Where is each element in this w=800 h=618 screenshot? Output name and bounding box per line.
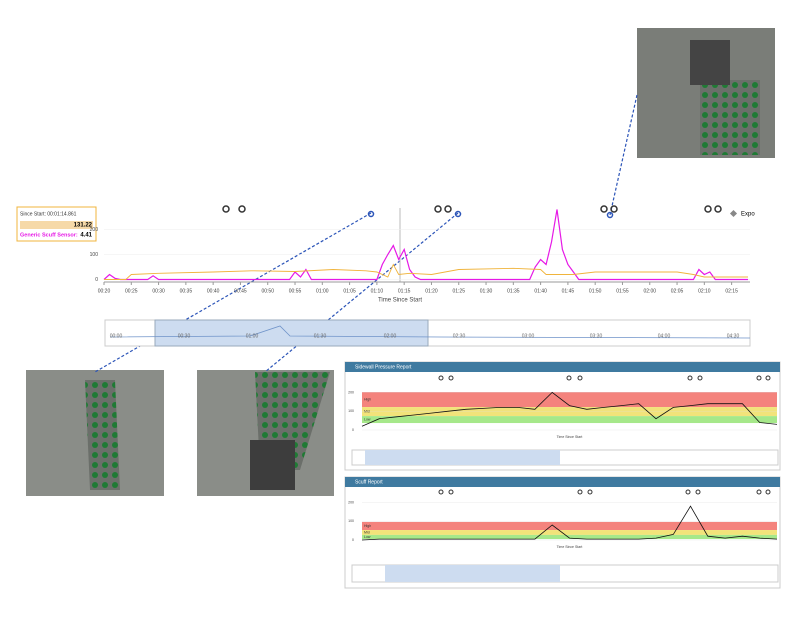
x-tick-label: 00:45 <box>234 288 247 294</box>
x-tick-label: 00:50 <box>261 288 274 294</box>
x-tick-label: 02:05 <box>671 288 684 294</box>
report-panel <box>344 476 781 589</box>
y-tick-label: 0 <box>352 428 354 432</box>
photo <box>26 370 164 496</box>
navigator-label: 03:00 <box>522 333 535 339</box>
since-start: Since Start: 00:01:14.861 <box>20 211 77 217</box>
y-tick-label: 100 <box>348 409 354 413</box>
navigator-label: 02:30 <box>453 333 466 339</box>
x-tick-label: 01:25 <box>452 288 465 294</box>
y-tick-label: 200 <box>90 227 99 233</box>
navigator-series <box>109 325 751 339</box>
navigator-selection[interactable] <box>154 319 429 347</box>
x-tick-label: 00:55 <box>289 288 302 294</box>
series-line <box>103 209 748 281</box>
x-tick-label: 01:45 <box>562 288 575 294</box>
y-tick-label: 0 <box>352 538 354 542</box>
x-axis-label: Time Since Start <box>557 545 583 549</box>
navigator-label: 03:30 <box>590 333 603 339</box>
threshold-band <box>362 521 777 531</box>
value: 4.41 <box>80 233 92 239</box>
navigator-label: 01:00 <box>246 333 259 339</box>
series-line <box>104 263 748 280</box>
navigator-label: 04:00 <box>658 333 671 339</box>
x-tick-label: 01:50 <box>589 288 602 294</box>
photo <box>637 28 775 158</box>
x-tick-label: 01:40 <box>534 288 547 294</box>
tooltip: Since Start: 00:01:14.861 131.22 Generic… <box>16 206 97 242</box>
x-tick-label: 00:20 <box>98 288 111 294</box>
band-label: Low <box>364 417 371 421</box>
x-tick-label: 01:20 <box>425 288 438 294</box>
y-tick-label: 200 <box>348 500 354 504</box>
report-title: Sidewall Pressure Report <box>355 364 412 370</box>
x-tick-label: 02:00 <box>644 288 657 294</box>
navigator-label: 00:00 <box>110 333 123 339</box>
band-label: Mid <box>364 530 370 534</box>
threshold-band <box>362 534 777 540</box>
value: 131.22 <box>74 223 93 229</box>
y-tick-label: 100 <box>348 519 354 523</box>
band-label: Low <box>364 535 371 539</box>
x-tick-label: 01:55 <box>616 288 629 294</box>
x-tick-label: 01:35 <box>507 288 520 294</box>
x-tick-label: 02:10 <box>698 288 711 294</box>
navigator-label: 04:30 <box>727 333 740 339</box>
report-icons[interactable] <box>438 375 771 495</box>
x-tick-label: 01:10 <box>371 288 384 294</box>
x-tick-label: 02:15 <box>725 288 738 294</box>
report-line <box>361 505 778 541</box>
export-button[interactable]: Expo <box>741 212 755 218</box>
band-label: High <box>364 397 371 401</box>
x-tick-label: 01:30 <box>480 288 493 294</box>
export-icon[interactable] <box>729 209 738 218</box>
chart-icons[interactable] <box>222 205 722 219</box>
sensor-name: Generic Scuff Sensor: <box>20 232 78 238</box>
report-title: Scuff Report <box>355 479 383 485</box>
y-tick-label: 200 <box>348 390 354 394</box>
x-tick-label: 00:35 <box>180 288 193 294</box>
photo <box>197 370 334 496</box>
threshold-band <box>362 530 777 535</box>
report-line <box>361 391 778 427</box>
band-label: High <box>364 524 371 528</box>
x-axis-label: Time Since Start <box>378 298 422 304</box>
x-axis-label: Time Since Start <box>557 435 583 439</box>
x-tick-label: 00:40 <box>207 288 220 294</box>
x-tick-label: 00:25 <box>125 288 138 294</box>
threshold-band <box>362 416 777 424</box>
navigator-label: 00:30 <box>178 333 191 339</box>
y-tick-label: 100 <box>90 252 99 258</box>
navigator-label: 01:30 <box>314 333 327 339</box>
x-tick-label: 01:05 <box>343 288 356 294</box>
x-tick-label: 01:00 <box>316 288 329 294</box>
threshold-band <box>362 407 777 417</box>
x-tick-label: 01:15 <box>398 288 411 294</box>
band-label: Mid <box>364 409 370 413</box>
navigator-label: 02:00 <box>384 333 397 339</box>
y-tick-label: 0 <box>95 277 98 283</box>
threshold-band <box>362 392 777 408</box>
x-tick-label: 00:30 <box>152 288 165 294</box>
